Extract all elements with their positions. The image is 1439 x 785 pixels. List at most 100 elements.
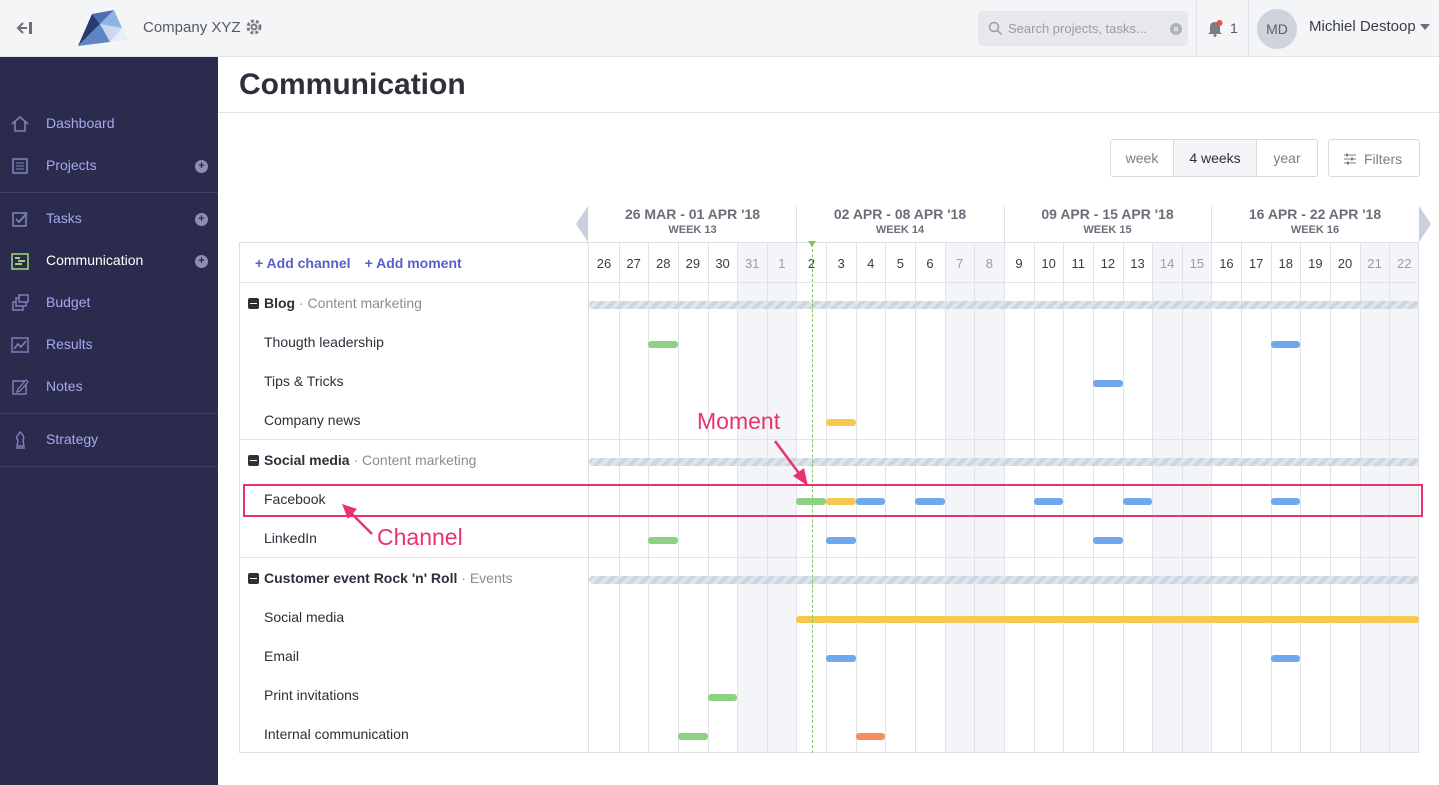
channel-print-invitations[interactable]: Print invitations <box>264 687 359 703</box>
group-category: · Content marketing <box>353 452 477 468</box>
moment-bar[interactable] <box>855 498 886 505</box>
day-gridline <box>677 242 679 753</box>
divider <box>1196 0 1197 56</box>
channel-thougth-leadership[interactable]: Thougth leadership <box>264 334 384 350</box>
chevron-down-icon[interactable] <box>1420 24 1430 30</box>
weekend-column <box>944 242 975 753</box>
sliders-icon <box>1343 152 1357 166</box>
row-divider <box>239 282 1419 283</box>
channel-tips-tricks[interactable]: Tips & Tricks <box>264 373 344 389</box>
day-label: 6 <box>926 256 934 271</box>
moment-bar[interactable] <box>1270 655 1301 662</box>
collapse-icon[interactable] <box>248 455 259 466</box>
today-marker <box>808 241 816 247</box>
search-input[interactable] <box>1008 11 1158 46</box>
moment-bar[interactable] <box>826 655 856 662</box>
group-stripe <box>589 458 1419 466</box>
moment-bar[interactable] <box>826 498 856 505</box>
day-label: 4 <box>867 256 875 271</box>
moment-bar[interactable] <box>1092 537 1123 544</box>
page-title: Communication <box>239 68 466 101</box>
moment-bar[interactable] <box>826 537 856 544</box>
divider <box>0 413 218 414</box>
channel-email[interactable]: Email <box>264 648 300 664</box>
filters-button[interactable]: Filters <box>1328 139 1420 177</box>
home-icon <box>10 114 30 134</box>
sidebar-item-budget[interactable]: Budget <box>0 283 218 323</box>
moment-bar[interactable] <box>1092 380 1123 387</box>
view-week-button[interactable]: week <box>1111 140 1174 176</box>
moment-bar[interactable] <box>1033 498 1064 505</box>
channel-internal-communication[interactable]: Internal communication <box>264 726 409 742</box>
moment-bar[interactable] <box>826 419 856 426</box>
group-blog[interactable]: Blog · Content marketing <box>248 295 422 311</box>
previous-period-icon[interactable] <box>576 206 588 242</box>
avatar[interactable]: MD <box>1257 9 1297 49</box>
group-customer-event[interactable]: Customer event Rock 'n' Roll · Events <box>248 570 513 586</box>
channel-company-news[interactable]: Company news <box>264 412 361 428</box>
sidebar-item-communication[interactable]: Communication + <box>0 241 218 281</box>
collapse-icon[interactable] <box>248 298 259 309</box>
moment-bar[interactable] <box>855 733 886 740</box>
week-number: WEEK 13 <box>668 224 717 236</box>
channel-social-media[interactable]: Social media <box>264 609 345 625</box>
week-header: 26 MAR - 01 APR '18 WEEK 13 <box>589 206 796 242</box>
moment-bar[interactable] <box>796 498 827 505</box>
moment-bar[interactable] <box>1270 341 1301 348</box>
day-label: 1 <box>778 256 786 271</box>
group-category: · Events <box>461 570 513 586</box>
row-divider <box>239 557 1419 558</box>
add-communication-icon[interactable]: + <box>195 255 208 268</box>
day-label: 21 <box>1367 256 1382 271</box>
view-4-weeks-button[interactable]: 4 weeks <box>1174 140 1257 176</box>
moment-bar[interactable] <box>796 616 1419 623</box>
moment-bar[interactable] <box>915 498 945 505</box>
sidebar-item-strategy[interactable]: Strategy <box>0 420 218 460</box>
channel-annotation: Channel <box>377 524 463 550</box>
day-gridline <box>648 242 650 753</box>
week-range: 16 APR - 22 APR '18 <box>1248 206 1382 222</box>
channel-linkedin[interactable]: LinkedIn <box>264 530 317 546</box>
strategy-icon <box>10 430 30 450</box>
moment-bar[interactable] <box>648 537 678 544</box>
gear-icon[interactable] <box>244 17 264 37</box>
moment-bar[interactable] <box>1122 498 1153 505</box>
view-year-button[interactable]: year <box>1273 150 1301 166</box>
clear-search-icon[interactable] <box>1170 22 1182 35</box>
sidebar-item-dashboard[interactable]: Dashboard <box>0 104 218 144</box>
moment-bar[interactable] <box>677 733 708 740</box>
projects-icon <box>10 156 30 176</box>
weekend-column <box>737 242 767 753</box>
day-gridline <box>1211 242 1213 753</box>
add-task-icon[interactable]: + <box>195 213 208 226</box>
sidebar-item-projects[interactable]: Projects + <box>0 146 218 186</box>
moment-bar[interactable] <box>648 341 678 348</box>
sidebar-item-tasks[interactable]: Tasks + <box>0 199 218 239</box>
search-box <box>978 11 1188 46</box>
company-name[interactable]: Company XYZ <box>143 19 241 36</box>
top-bar: Company XYZ 1 MD Michiel Destoop <box>0 0 1439 57</box>
sidebar-item-label: Notes <box>46 378 83 394</box>
collapse-icon[interactable] <box>248 573 259 584</box>
bell-icon <box>1207 19 1223 37</box>
notifications-button[interactable]: 1 <box>1207 19 1247 39</box>
group-social-media[interactable]: Social media · Content marketing <box>248 452 476 468</box>
add-channel-link[interactable]: + Add channel <box>255 255 351 271</box>
collapse-sidebar-icon[interactable] <box>14 17 36 39</box>
next-period-icon[interactable] <box>1419 206 1431 242</box>
day-label: 13 <box>1130 256 1145 271</box>
moment-bar[interactable] <box>707 694 738 701</box>
weekend-column <box>974 242 1004 753</box>
day-label: 18 <box>1278 256 1293 271</box>
add-moment-link[interactable]: + Add moment <box>364 255 462 271</box>
company-logo[interactable] <box>70 6 130 52</box>
group-name: Social media <box>264 452 350 468</box>
add-project-icon[interactable]: + <box>195 160 208 173</box>
moment-bar[interactable] <box>1270 498 1301 505</box>
channel-facebook[interactable]: Facebook <box>264 491 326 507</box>
sidebar-item-notes[interactable]: Notes <box>0 367 218 407</box>
user-name[interactable]: Michiel Destoop <box>1309 18 1416 35</box>
sidebar-item-results[interactable]: Results <box>0 325 218 365</box>
day-gridline <box>1122 242 1124 753</box>
day-label: 9 <box>1015 256 1023 271</box>
